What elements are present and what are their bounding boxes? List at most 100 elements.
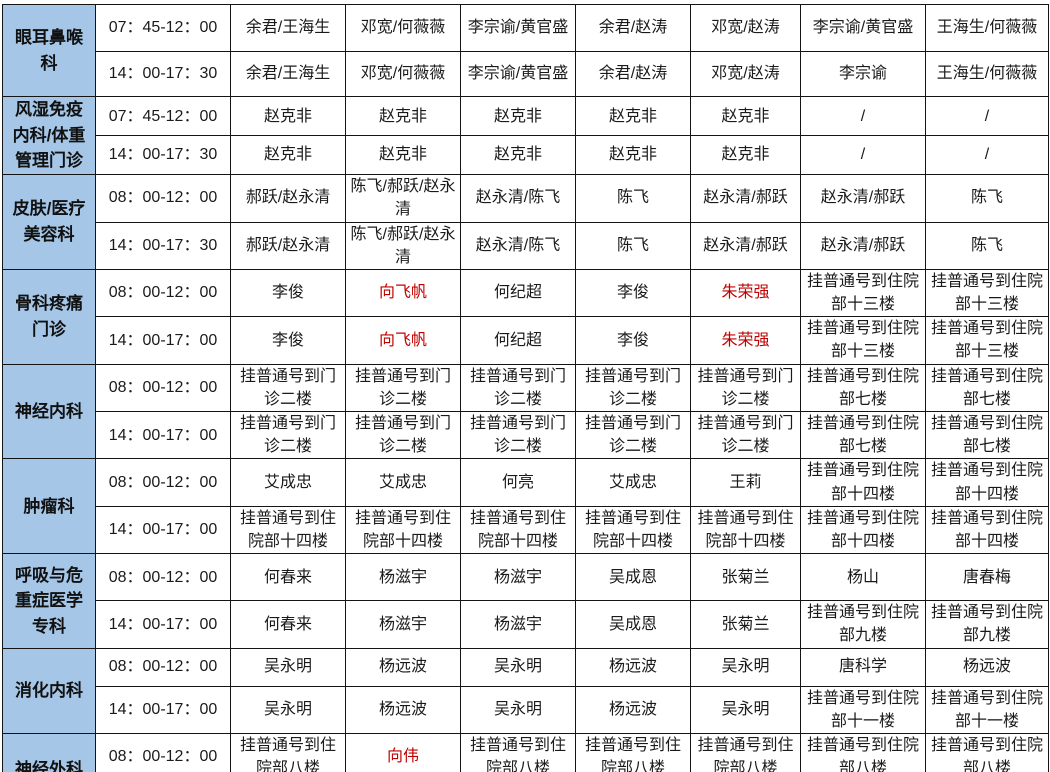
department-cell: 呼吸与危重症医学专科 xyxy=(2,553,96,649)
time-slot-cell: 08：00-12：00 xyxy=(95,268,231,318)
doctor-cell: 吴永明 xyxy=(460,647,576,687)
time-slot-cell: 14：00-17：30 xyxy=(95,221,231,270)
schedule-row: 肿瘤科 08：00-12：00 艾成忠 艾成忠 何亮 艾成忠 王莉 挂普通号到住院部十四楼 挂普… xyxy=(2,458,1049,555)
doctor-cell: 赵永清/陈飞 xyxy=(460,221,576,270)
schedule-row: 神经外科 08：00-12：00 挂普通号到住院部八楼 向伟 挂普通号到住院部八楼 挂普通… xyxy=(2,732,1049,772)
doctor-cell: 杨滋宇 xyxy=(345,600,461,649)
doctor-cell: 挂普通号到住院部十三楼 xyxy=(800,268,926,318)
doctor-cell: 陈飞/郝跃/赵永清 xyxy=(345,173,461,223)
doctor-cell: 赵克非 xyxy=(230,135,346,175)
doctor-cell: 挂普通号到住院部十四楼 xyxy=(800,505,926,555)
doctor-cell: 赵克非 xyxy=(575,135,691,175)
department-cell: 皮肤/医疗美容科 xyxy=(2,173,96,270)
doctor-cell: 挂普通号到住院部十三楼 xyxy=(800,316,926,365)
doctor-cell: 挂普通号到住院部十一楼 xyxy=(800,685,926,734)
doctor-cell: 杨滋宇 xyxy=(345,553,461,602)
schedule-row: 14：00-17：00 吴永明 杨远波 吴永明 杨远波 吴永明 挂普通号到住院部十一楼 挂普通… xyxy=(3,685,1049,734)
doctor-cell: 赵克非 xyxy=(230,95,346,137)
doctor-cell: 余君/赵涛 xyxy=(575,51,691,97)
doctor-cell: 李俊 xyxy=(230,316,346,365)
doctor-cell: 陈飞 xyxy=(575,221,691,270)
department-cell: 消化内科 xyxy=(2,647,96,734)
doctor-cell: 赵克非 xyxy=(345,135,461,175)
doctor-cell: 挂普通号到住院部十四楼 xyxy=(575,505,691,555)
doctor-cell: 艾成忠 xyxy=(345,458,461,507)
doctor-cell: 何纪超 xyxy=(460,316,576,365)
doctor-cell: 挂普通号到住院部八楼 xyxy=(460,732,576,772)
schedule-row: 皮肤/医疗美容科 08：00-12：00 郝跃/赵永清 陈飞/郝跃/赵永清 赵永清/陈飞… xyxy=(2,173,1049,270)
department-cell: 眼耳鼻喉科 xyxy=(2,4,96,97)
doctor-cell: 杨远波 xyxy=(345,685,461,734)
doctor-cell: 挂普通号到门诊二楼 xyxy=(345,410,461,460)
doctor-cell: 挂普通号到住院部十四楼 xyxy=(925,458,1049,507)
doctor-cell: 挂普通号到门诊二楼 xyxy=(460,410,576,460)
doctor-cell: 何春来 xyxy=(230,600,346,649)
doctor-cell: 李宗谕/黄官盛 xyxy=(460,4,576,52)
doctor-cell: 赵永清/郝跃 xyxy=(800,173,926,223)
doctor-cell: 挂普通号到住院部十四楼 xyxy=(800,458,926,507)
doctor-cell: 李宗谕/黄官盛 xyxy=(800,4,926,52)
time-slot-cell: 14：00-17：30 xyxy=(95,51,231,97)
department-cell: 风湿免疫内科/体重管理门诊 xyxy=(2,96,96,175)
doctor-cell: 挂普通号到门诊二楼 xyxy=(230,410,346,460)
time-slot-cell: 08：00-12：00 xyxy=(95,458,231,507)
schedule-row: 14：00-17：30 郝跃/赵永清 陈飞/郝跃/赵永清 赵永清/陈飞 陈飞 赵永清/郝跃… xyxy=(3,221,1049,270)
time-slot-cell: 08：00-12：00 xyxy=(95,363,231,413)
doctor-cell: 邓宽/赵涛 xyxy=(690,51,801,97)
doctor-cell: 挂普通号到住院部七楼 xyxy=(800,363,926,413)
doctor-cell: 挂普通号到住院部十四楼 xyxy=(690,505,801,555)
doctor-cell: 杨远波 xyxy=(575,685,691,734)
time-slot-cell: 08：00-12：00 xyxy=(95,732,231,772)
doctor-cell: 余君/王海生 xyxy=(230,4,346,52)
doctor-cell: 余君/王海生 xyxy=(230,51,346,97)
doctor-cell: 挂普通号到住院部十三楼 xyxy=(925,316,1049,365)
doctor-cell: 挂普通号到住院部十四楼 xyxy=(460,505,576,555)
department-cell: 神经内科 xyxy=(2,363,96,460)
doctor-cell: 向伟 xyxy=(345,732,461,772)
doctor-cell: 挂普通号到住院部八楼 xyxy=(925,732,1049,772)
schedule-row: 14：00-17：00 李俊 向飞帆 何纪超 李俊 朱荣强 挂普通号到住院部十三楼 挂普通号到… xyxy=(3,316,1049,365)
doctor-cell: 吴永明 xyxy=(690,647,801,687)
doctor-cell: 挂普通号到住院部八楼 xyxy=(690,732,801,772)
doctor-cell: 何亮 xyxy=(460,458,576,507)
schedule-row: 风湿免疫内科/体重管理门诊 07：45-12：00 赵克非 赵克非 赵克非 赵克非 赵克非 /… xyxy=(2,95,1049,175)
doctor-cell: 李俊 xyxy=(575,268,691,318)
doctor-cell: 挂普通号到门诊二楼 xyxy=(345,363,461,413)
doctor-cell: 李宗谕/黄官盛 xyxy=(460,51,576,97)
doctor-cell: 赵克非 xyxy=(460,135,576,175)
schedule-row: 14：00-17：00 挂普通号到住院部十四楼 挂普通号到住院部十四楼 挂普通号到住院… xyxy=(3,505,1049,555)
doctor-cell: 王莉 xyxy=(690,458,801,507)
doctor-cell: 吴成恩 xyxy=(575,553,691,602)
doctor-cell: 赵克非 xyxy=(690,135,801,175)
doctor-cell: 吴永明 xyxy=(230,647,346,687)
doctor-cell: 李俊 xyxy=(230,268,346,318)
schedule-row: 眼耳鼻喉科 07：45-12：00 余君/王海生 邓宽/何薇薇 李宗谕/黄官盛 余君/赵涛… xyxy=(2,4,1049,97)
doctor-cell: 杨山 xyxy=(800,553,926,602)
doctor-cell: 赵克非 xyxy=(460,95,576,137)
doctor-cell: 挂普通号到住院部十四楼 xyxy=(345,505,461,555)
doctor-cell: 吴永明 xyxy=(690,685,801,734)
doctor-cell: 何纪超 xyxy=(460,268,576,318)
doctor-cell: 杨滋宇 xyxy=(460,553,576,602)
doctor-cell: 吴永明 xyxy=(230,685,346,734)
time-slot-cell: 14：00-17：00 xyxy=(95,685,231,734)
doctor-cell: 挂普通号到住院部十四楼 xyxy=(925,505,1049,555)
schedule-row: 骨科疼痛门诊 08：00-12：00 李俊 向飞帆 何纪超 李俊 朱荣强 挂普通号到住院部十三… xyxy=(2,268,1049,365)
time-slot-cell: 14：00-17：00 xyxy=(95,316,231,365)
doctor-cell: 挂普通号到住院部七楼 xyxy=(800,410,926,460)
doctor-cell: 挂普通号到住院部七楼 xyxy=(925,410,1049,460)
doctor-cell: 李俊 xyxy=(575,316,691,365)
doctor-cell: 艾成忠 xyxy=(230,458,346,507)
doctor-cell: 邓宽/赵涛 xyxy=(690,4,801,52)
schedule-table: 眼耳鼻喉科 07：45-12：00 余君/王海生 邓宽/何薇薇 李宗谕/黄官盛 余君/赵涛… xyxy=(2,4,1049,772)
doctor-cell: 陈飞 xyxy=(925,221,1049,270)
doctor-cell: 王海生/何薇薇 xyxy=(925,51,1049,97)
doctor-cell: 挂普通号到住院部十三楼 xyxy=(925,268,1049,318)
schedule-row: 神经内科 08：00-12：00 挂普通号到门诊二楼 挂普通号到门诊二楼 挂普通号到门诊… xyxy=(2,363,1049,460)
doctor-cell: 朱荣强 xyxy=(690,268,801,318)
time-slot-cell: 14：00-17：30 xyxy=(95,135,231,175)
doctor-cell: / xyxy=(800,135,926,175)
schedule-row: 14：00-17：00 何春来 杨滋宇 杨滋宇 吴成恩 张菊兰 挂普通号到住院部九楼 挂普通号… xyxy=(3,600,1049,649)
doctor-cell: 邓宽/何薇薇 xyxy=(345,51,461,97)
